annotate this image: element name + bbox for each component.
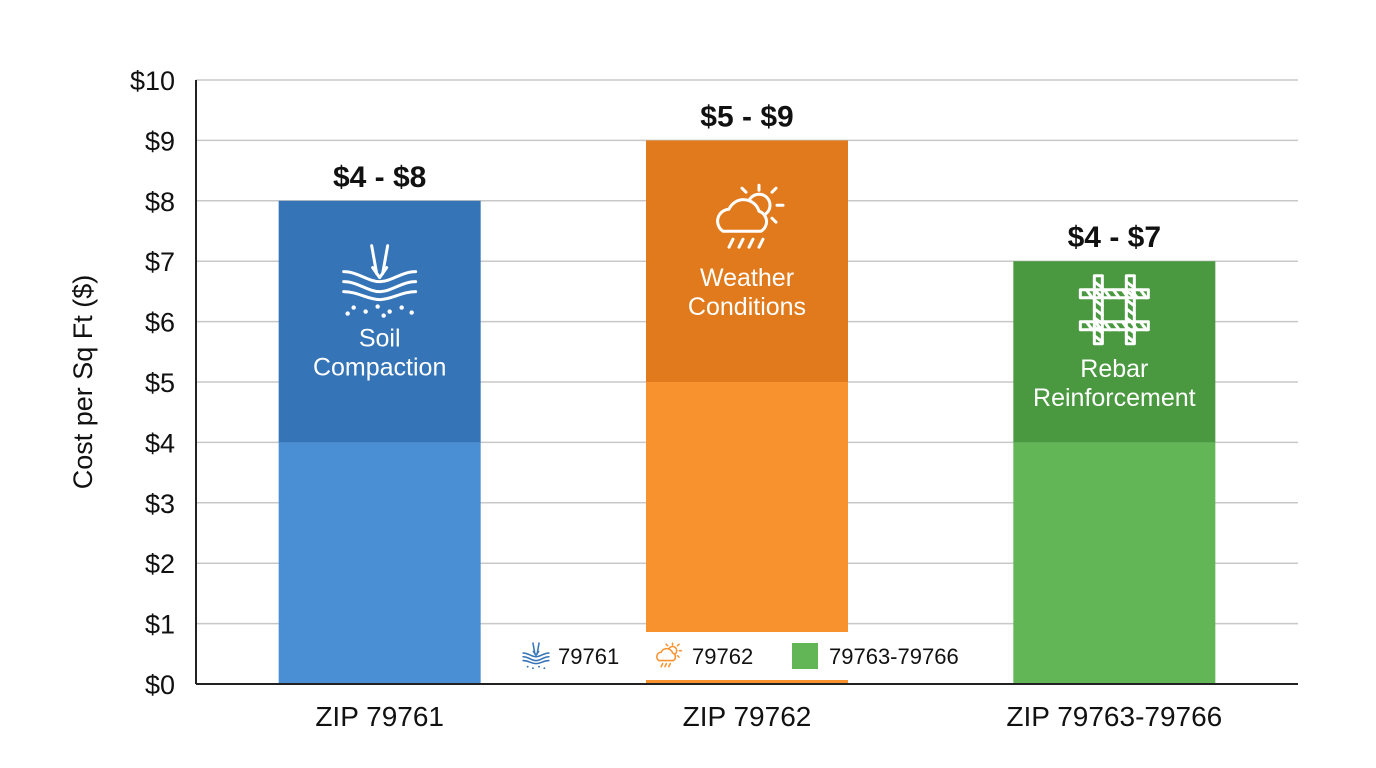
bar-factor-label: Reinforcement: [1033, 384, 1196, 412]
x-category-labels: ZIP 79761 ZIP 79762 ZIP 79763-79766: [315, 701, 1222, 732]
legend-item-79763-79766: 79763-79766: [792, 643, 959, 669]
y-tick-label: $5: [145, 368, 175, 398]
y-tick-label: $9: [145, 126, 175, 156]
bar-range-segment: [646, 140, 848, 382]
legend-item-79761: 79761: [522, 642, 619, 670]
bar-base-segment: [1013, 442, 1216, 684]
legend-label: 79761: [558, 644, 619, 669]
weather-icon: [656, 642, 683, 668]
bar-base-segment: [278, 442, 481, 684]
weather-icon: [716, 183, 785, 249]
x-category-label: ZIP 79763-79766: [1006, 701, 1222, 732]
x-category-label: ZIP 79762: [683, 701, 812, 732]
range-data-label: $4 - $8: [333, 161, 426, 194]
y-axis-title: Cost per Sq Ft ($): [68, 275, 98, 490]
rebar-grid-icon: [1078, 274, 1150, 346]
bar-factor-label: Conditions: [688, 293, 806, 321]
bar-factor-label: Compaction: [313, 354, 446, 382]
y-tick-label: $0: [145, 670, 175, 700]
range-data-label: $5 - $9: [700, 100, 793, 133]
y-tick-label: $4: [145, 428, 175, 458]
legend-label: 79763-79766: [829, 644, 959, 669]
legend-background: [505, 632, 983, 680]
legend-item-79762: 79762: [656, 642, 753, 669]
soil-compaction-icon: [342, 244, 418, 318]
bar-factor-label: Weather: [700, 264, 794, 292]
y-tick-label: $7: [145, 247, 175, 277]
soil-compaction-icon: [522, 642, 550, 670]
y-tick-label: $10: [130, 66, 175, 96]
y-tick-label: $8: [145, 187, 175, 217]
bar-range-segment: [278, 200, 481, 443]
x-category-label: ZIP 79761: [315, 701, 444, 732]
legend: 79761 79762 79763-79766: [505, 632, 983, 680]
legend-swatch-green: [792, 643, 818, 669]
bar-factor-label: Soil: [359, 325, 401, 353]
y-tick-label: $1: [145, 610, 175, 640]
y-tick-label: $3: [145, 489, 175, 519]
y-tick-label: $6: [145, 308, 175, 338]
bar-factor-label: Rebar: [1080, 355, 1148, 383]
y-tick-labels: $0 $1 $2 $3 $4 $5 $6 $7 $8 $9 $10: [130, 66, 175, 700]
range-data-label: $4 - $7: [1068, 221, 1161, 254]
legend-label: 79762: [692, 644, 753, 669]
y-tick-label: $2: [145, 549, 175, 579]
axes: [195, 80, 1298, 685]
